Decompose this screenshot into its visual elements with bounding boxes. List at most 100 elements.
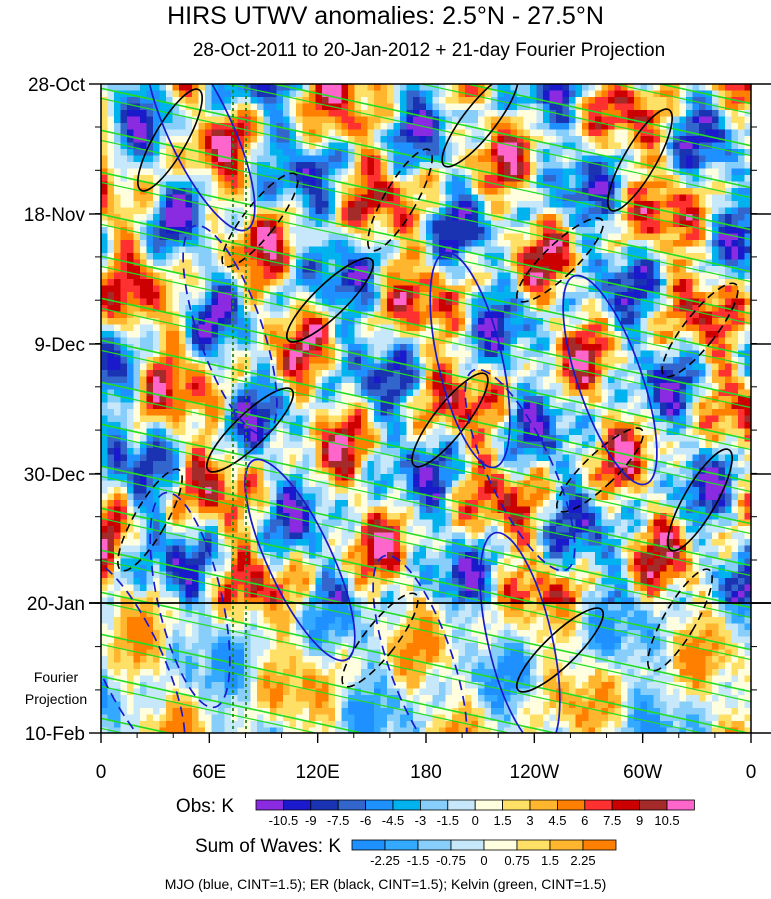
heat-cell — [731, 318, 739, 326]
heat-cell — [185, 207, 193, 215]
heat-cell — [634, 318, 642, 326]
heat-cell — [497, 175, 505, 183]
heat-cell — [738, 162, 746, 170]
heat-cell — [140, 207, 148, 215]
heat-cell — [361, 389, 369, 397]
heat-cell — [205, 253, 213, 261]
heat-cell — [595, 383, 603, 391]
heat-cell — [133, 298, 141, 306]
heat-cell — [439, 175, 447, 183]
heat-cell — [341, 97, 349, 105]
heat-cell — [699, 402, 707, 410]
heat-cell — [497, 194, 505, 202]
heat-cell — [588, 363, 596, 371]
heat-cell — [712, 168, 720, 176]
heat-cell — [432, 279, 440, 287]
heat-cell — [718, 155, 726, 163]
heat-cell — [322, 116, 330, 124]
heat-cell — [107, 123, 115, 131]
heat-cell — [140, 97, 148, 105]
heat-cell — [530, 129, 538, 137]
heat-cell — [647, 142, 655, 150]
heat-cell — [660, 246, 668, 254]
heat-cell — [283, 337, 291, 345]
heat-cell — [595, 233, 603, 241]
heat-cell — [257, 168, 265, 176]
heat-cell — [725, 142, 733, 150]
heat-cell — [569, 285, 577, 293]
heat-cell — [712, 357, 720, 365]
heat-cell — [653, 233, 661, 241]
heat-cell — [601, 188, 609, 196]
heat-cell — [523, 194, 531, 202]
heat-cell — [400, 363, 408, 371]
heat-cell — [582, 344, 590, 352]
heat-cell — [699, 246, 707, 254]
heat-cell — [101, 370, 109, 378]
heat-cell — [231, 285, 239, 293]
heat-cell — [458, 97, 466, 105]
heat-cell — [224, 207, 232, 215]
heat-cell — [731, 240, 739, 248]
heat-cell — [595, 220, 603, 228]
heat-cell — [166, 149, 174, 157]
heat-cell — [718, 227, 726, 235]
heat-cell — [562, 279, 570, 287]
heat-cell — [283, 194, 291, 202]
heat-cell — [458, 396, 466, 404]
heat-cell — [569, 253, 577, 261]
heat-cell — [595, 116, 603, 124]
heat-cell — [504, 279, 512, 287]
heat-cell — [647, 201, 655, 209]
heat-cell — [653, 246, 661, 254]
heat-cell — [517, 331, 525, 339]
heat-cell — [731, 259, 739, 267]
heat-cell — [101, 123, 109, 131]
heat-cell — [575, 194, 583, 202]
heat-cell — [192, 285, 200, 293]
heat-cell — [692, 240, 700, 248]
heat-cell — [159, 363, 167, 371]
heat-cell — [640, 97, 648, 105]
heat-cell — [673, 344, 681, 352]
heat-cell — [660, 292, 668, 300]
heat-cell — [309, 201, 317, 209]
heat-cell — [510, 311, 518, 319]
heat-cell — [562, 84, 570, 92]
heat-cell — [458, 116, 466, 124]
heat-cell — [289, 155, 297, 163]
heat-cell — [686, 331, 694, 339]
heat-cell — [588, 357, 596, 365]
heat-cell — [179, 305, 187, 313]
heat-cell — [302, 266, 310, 274]
heat-cell — [406, 181, 414, 189]
heat-cell — [283, 123, 291, 131]
heat-cell — [601, 220, 609, 228]
heat-cell — [296, 168, 304, 176]
heat-cell — [517, 201, 525, 209]
heat-cell — [725, 90, 733, 98]
heat-cell — [335, 376, 343, 384]
heat-cell — [569, 337, 577, 345]
heat-cell — [471, 155, 479, 163]
heat-cell — [497, 337, 505, 345]
heat-cell — [465, 240, 473, 248]
heat-cell — [263, 227, 271, 235]
heat-cell — [263, 123, 271, 131]
heat-cell — [621, 389, 629, 397]
heat-cell — [400, 136, 408, 144]
heat-cell — [348, 246, 356, 254]
heat-cell — [504, 240, 512, 248]
heat-cell — [224, 168, 232, 176]
heat-cell — [218, 344, 226, 352]
heat-cell — [159, 357, 167, 365]
heat-cell — [673, 181, 681, 189]
heat-cell — [595, 266, 603, 274]
heat-cell — [244, 110, 252, 118]
heat-cell — [640, 253, 648, 261]
heat-cell — [367, 149, 375, 157]
heat-cell — [341, 168, 349, 176]
heat-cell — [699, 318, 707, 326]
heat-cell — [523, 357, 531, 365]
heat-cell — [536, 285, 544, 293]
